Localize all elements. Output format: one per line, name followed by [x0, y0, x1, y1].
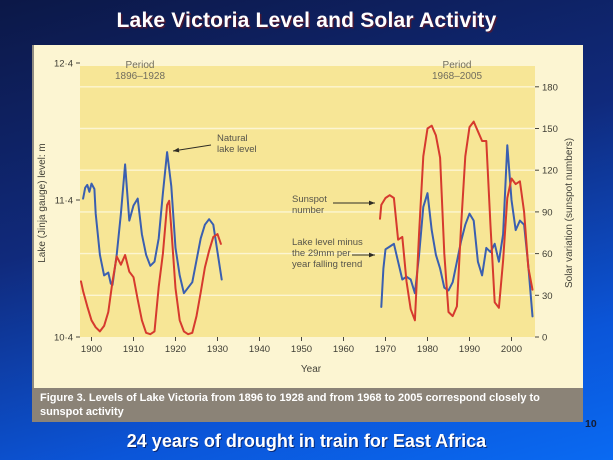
lake-level-1896-1928-line	[82, 151, 223, 295]
y-right-tick-label: 150	[542, 124, 558, 135]
plot-area	[80, 66, 535, 337]
x-tick-label: 1940	[249, 344, 270, 355]
x-tick-label: 2000	[501, 344, 522, 355]
x-tick-label: 1950	[291, 344, 312, 355]
x-tick-label: 1980	[417, 344, 438, 355]
y-right-tick-label: 0	[542, 333, 547, 344]
y-right-tick-label: 90	[542, 207, 553, 218]
y-left-axis-title: Lake (Jinja gauge) level: m	[37, 143, 48, 263]
x-tick-label: 1910	[123, 344, 144, 355]
y-right-tick-label: 120	[542, 166, 558, 177]
lake-level-minus-trend-label: Lake level minus the 29mm per year falling…	[292, 237, 363, 270]
period-1968-2005-label: Period 1968–2005	[432, 60, 482, 82]
sunspots-1896-1928-line	[80, 199, 222, 336]
x-tick-label: 1990	[459, 344, 480, 355]
y-left-tick-label: 10·4	[54, 333, 73, 344]
lake-level-minus-trend-arrowhead	[369, 252, 375, 258]
period-1896-1928-label: Period 1896–1928	[115, 60, 165, 82]
y-left-tick-label: 11·4	[55, 196, 73, 207]
page-number: 10	[585, 418, 597, 430]
slide-title: Lake Victoria Level and Solar Activity	[116, 9, 497, 32]
x-axis-title: Year	[301, 364, 322, 375]
x-tick-label: 1970	[375, 344, 396, 355]
headline: 24 years of drought in train for East Af…	[126, 431, 487, 451]
x-tick-label: 1920	[165, 344, 186, 355]
sunspot-number-label: Sunspot number	[292, 194, 327, 216]
y-right-tick-label: 60	[542, 249, 553, 260]
x-tick-label: 1960	[333, 344, 354, 355]
y-left-tick-label: 12·4	[54, 59, 73, 70]
figure-panel: 1900 1910 1920 1930 1940 1950 1960 1970 1980 1990…	[32, 45, 583, 388]
sunspot-number-arrowhead	[369, 200, 375, 206]
y-right-tick-label: 180	[542, 82, 558, 93]
natural-lake-level-label: Natural lake level	[217, 133, 257, 155]
sunspots-1968-2005-line	[379, 120, 534, 322]
figure-caption: Figure 3. Levels of Lake Victoria from 1…	[32, 388, 583, 422]
x-tick-label: 1930	[207, 344, 228, 355]
lake-level-1968-2005-line	[380, 144, 534, 318]
natural-lake-level-arrow	[172, 144, 212, 152]
lake-victoria-solar-chart: 1900 1910 1920 1930 1940 1950 1960 1970 1980 1990…	[37, 59, 575, 376]
x-tick-label: 1900	[81, 344, 102, 355]
natural-lake-level-arrowhead	[173, 147, 180, 153]
y-right-axis-title: Solar variation (sunspot numbers)	[564, 138, 575, 288]
y-right-tick-label: 30	[542, 291, 553, 302]
